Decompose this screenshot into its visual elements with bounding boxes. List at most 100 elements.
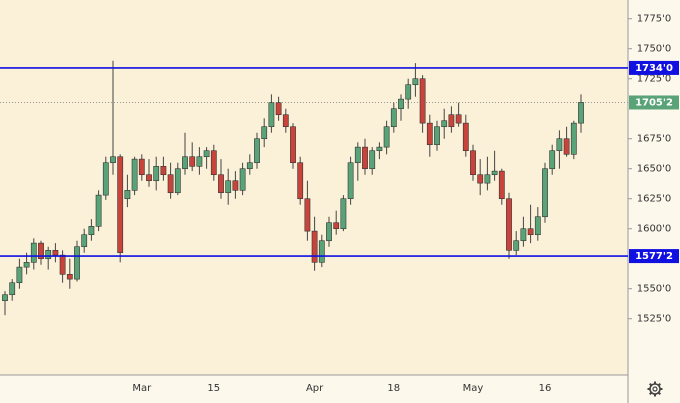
candle-body — [304, 198, 311, 232]
candle-body — [326, 222, 332, 242]
candle-body — [23, 262, 30, 268]
y-tick-label: 1775'0 — [637, 14, 672, 25]
candle-body — [398, 98, 404, 110]
last-price-tag — [629, 95, 679, 110]
candle-body — [549, 150, 556, 170]
level-tag — [629, 60, 679, 75]
candle-body — [542, 168, 548, 218]
candle-body — [52, 250, 59, 256]
y-tick-label: 1650'0 — [637, 164, 672, 175]
candle-body — [182, 156, 188, 170]
candle-body — [491, 170, 498, 176]
level-tag — [629, 249, 679, 264]
candle-body — [290, 126, 296, 164]
candle-body — [218, 174, 224, 194]
candle-body — [124, 190, 131, 200]
candle-body — [95, 194, 102, 227]
candle-body — [2, 294, 8, 302]
candle-body — [556, 138, 563, 152]
x-tick-label: 18 — [387, 383, 400, 394]
candle-body — [74, 246, 80, 280]
candle-body — [232, 180, 239, 191]
candle-body — [534, 216, 541, 236]
candle-body — [45, 250, 52, 260]
x-tick-label: May — [463, 383, 484, 394]
candle-body — [239, 168, 246, 191]
candle-body — [506, 198, 512, 251]
candle-body — [434, 126, 440, 146]
candle-body — [146, 174, 152, 182]
level-label: 1577'2 — [635, 251, 673, 262]
candle-body — [210, 150, 217, 176]
candle-body — [390, 108, 397, 128]
y-tick-label: 1725'0 — [637, 74, 672, 85]
candle-body — [16, 266, 23, 284]
candle-body — [441, 120, 448, 128]
candle-body — [196, 156, 203, 167]
candle-body — [520, 228, 527, 242]
x-tick-label: 15 — [207, 383, 220, 394]
level-label: 1734'0 — [635, 63, 673, 74]
candle-body — [88, 226, 95, 236]
candle-body — [275, 102, 282, 116]
time-axis-panel — [0, 375, 628, 403]
candle-body — [311, 230, 318, 263]
candle-body — [246, 162, 253, 170]
candle-body — [261, 126, 268, 140]
candle-body — [189, 156, 196, 167]
candle-body — [131, 158, 138, 191]
candle-body — [347, 162, 354, 200]
candle-body — [484, 174, 491, 184]
candle-body — [412, 78, 419, 86]
candle-body — [59, 254, 66, 275]
candle-body — [225, 180, 232, 194]
y-tick-label: 1525'0 — [637, 314, 672, 325]
y-tick-label: 1750'0 — [637, 44, 672, 55]
plot-background — [0, 0, 628, 375]
candle-body — [477, 174, 484, 184]
candle-body — [376, 146, 383, 152]
candle-body — [138, 158, 145, 176]
candle-body — [254, 138, 260, 164]
candle-body — [462, 122, 469, 152]
candle-body — [203, 150, 210, 158]
candle-body — [102, 162, 109, 196]
candle-body — [174, 168, 181, 194]
candle-body — [66, 274, 73, 280]
last-price-label: 1705'2 — [635, 97, 673, 108]
candle-body — [498, 170, 505, 200]
candle-body — [38, 242, 44, 260]
candle-body — [455, 114, 462, 124]
candle-body — [340, 198, 347, 230]
candle-body — [318, 240, 325, 263]
candle-body — [513, 240, 520, 251]
x-tick-label: Mar — [132, 383, 152, 394]
candle-body — [153, 166, 160, 182]
candle-body — [470, 150, 476, 176]
y-tick-label: 1600'0 — [637, 224, 672, 235]
candle-body — [9, 282, 16, 296]
candle-body — [297, 162, 304, 200]
candle-body — [268, 102, 275, 128]
candle-body — [362, 146, 368, 170]
y-tick-label: 1625'0 — [637, 194, 672, 205]
candle-body — [527, 228, 534, 236]
x-tick-label: 16 — [539, 383, 552, 394]
candle-body — [383, 126, 390, 148]
settings-icon[interactable] — [647, 381, 663, 397]
candle-body — [117, 156, 124, 254]
candle-body — [30, 242, 37, 263]
candle-body — [160, 166, 167, 176]
candle-body — [81, 234, 88, 248]
candle-body — [570, 122, 577, 155]
candle-body — [419, 78, 426, 124]
candle-body — [578, 102, 584, 124]
candle-body — [369, 150, 376, 170]
candle-body — [282, 114, 289, 128]
candle-body — [563, 138, 570, 155]
candle-body — [354, 146, 361, 164]
candle-body — [167, 174, 174, 194]
candle-body — [333, 222, 340, 230]
x-tick-label: Apr — [306, 383, 324, 394]
